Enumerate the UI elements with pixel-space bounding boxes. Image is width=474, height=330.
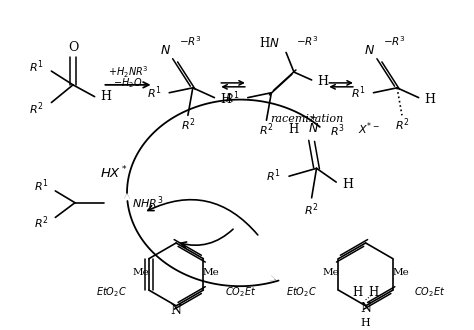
- Text: $R^3$: $R^3$: [330, 123, 345, 139]
- Text: H: H: [100, 90, 111, 103]
- Text: $+H_2NR^3$: $+H_2NR^3$: [108, 64, 148, 80]
- Text: $R^2$: $R^2$: [181, 117, 195, 133]
- Text: $R^2$: $R^2$: [259, 122, 274, 138]
- Text: N: N: [171, 304, 182, 317]
- Text: $R^1$: $R^1$: [351, 84, 365, 101]
- Text: $R^1$: $R^1$: [29, 59, 44, 76]
- Text: H: H: [368, 285, 379, 299]
- Text: $-R^3$: $-R^3$: [383, 34, 406, 48]
- Text: $CO_2Et$: $CO_2Et$: [414, 285, 446, 299]
- Text: $N$: $N$: [365, 44, 375, 57]
- Text: H: H: [318, 76, 328, 88]
- Text: H: H: [425, 93, 436, 106]
- Text: $R^1$: $R^1$: [225, 89, 240, 106]
- Text: O: O: [68, 41, 78, 54]
- Text: $R^2$: $R^2$: [304, 201, 319, 218]
- Text: Me: Me: [203, 268, 219, 277]
- Text: Me: Me: [133, 268, 149, 277]
- Text: $EtO_2C$: $EtO_2C$: [286, 285, 317, 299]
- Text: $-R^3$: $-R^3$: [296, 34, 319, 48]
- Text: H: H: [353, 285, 363, 299]
- Text: Me: Me: [392, 268, 409, 277]
- Text: $EtO_2C$: $EtO_2C$: [96, 285, 128, 299]
- Text: $HX^*$: $HX^*$: [100, 165, 128, 182]
- Text: $R^2$: $R^2$: [29, 100, 44, 117]
- Text: $R^1$: $R^1$: [146, 84, 161, 101]
- Text: $R^1$: $R^1$: [34, 178, 48, 194]
- Text: racemization: racemization: [270, 114, 343, 124]
- Text: Me: Me: [322, 268, 339, 277]
- Text: $NHR^3$: $NHR^3$: [132, 194, 164, 211]
- Text: H: H: [342, 178, 353, 190]
- Text: $R^2$: $R^2$: [395, 117, 410, 133]
- Text: H$N$: H$N$: [259, 36, 280, 50]
- Text: $X^{*-}$: $X^{*-}$: [358, 121, 380, 137]
- Text: $R^1$: $R^1$: [266, 168, 281, 184]
- Text: N: N: [360, 303, 371, 315]
- Text: $-H_2O$: $-H_2O$: [113, 76, 143, 90]
- Text: $-R^3$: $-R^3$: [179, 34, 202, 48]
- Text: H: H: [220, 93, 231, 106]
- Text: H: H: [361, 318, 371, 328]
- Text: $CO_2Et$: $CO_2Et$: [225, 285, 256, 299]
- Text: $R^2$: $R^2$: [34, 214, 48, 231]
- Text: $\overset{+}{N}$: $\overset{+}{N}$: [308, 114, 319, 136]
- Text: H: H: [289, 122, 299, 136]
- Text: $N$: $N$: [160, 44, 171, 57]
